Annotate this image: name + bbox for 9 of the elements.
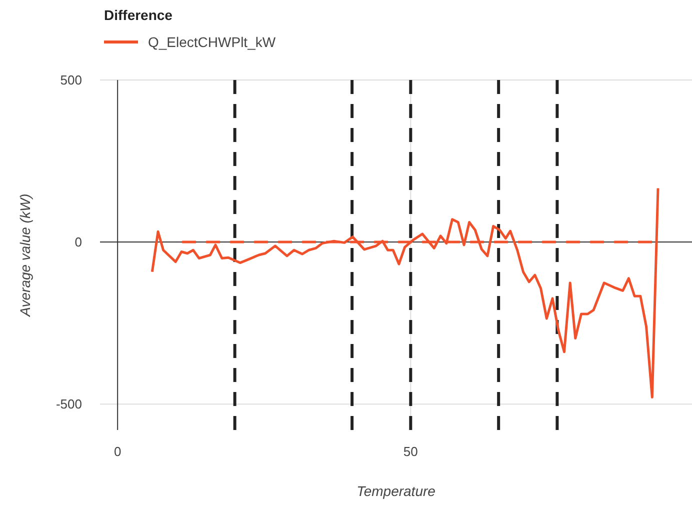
y-axis-title: Average value (kW) [17,194,33,318]
legend-title: Difference [104,7,173,23]
line-series [150,186,660,399]
x-tick-label: 50 [403,444,418,459]
x-axis-title: Temperature [356,483,436,499]
legend-label: Q_ElectCHWPlt_kW [148,34,276,50]
y-tick-label: 500 [60,72,82,88]
y-tick-label: -500 [56,396,82,412]
y-tick-label: 0 [74,234,82,250]
